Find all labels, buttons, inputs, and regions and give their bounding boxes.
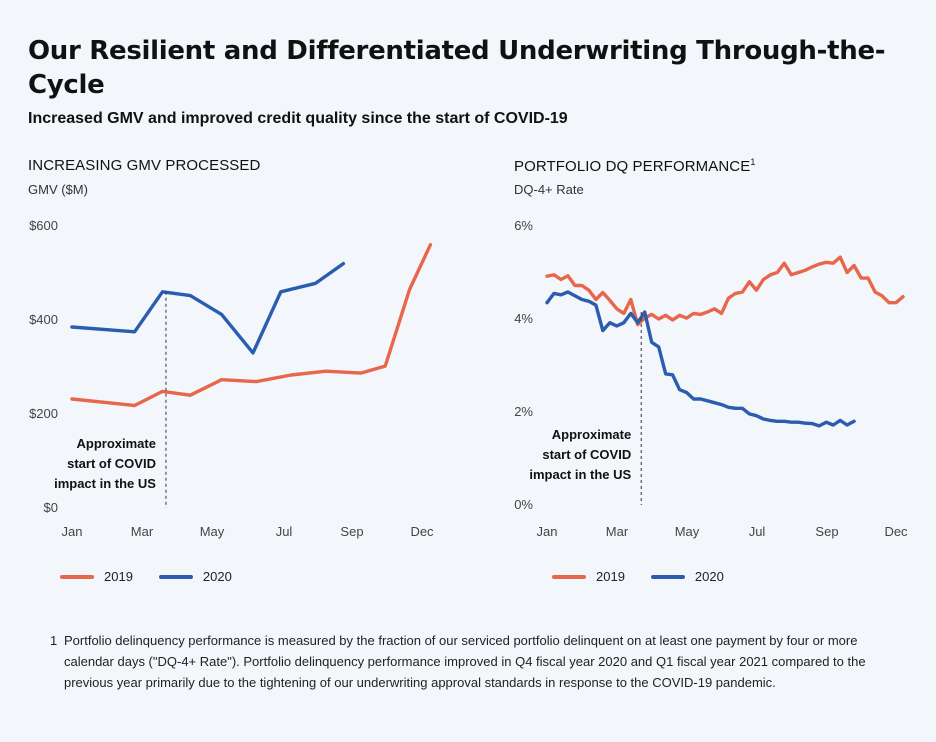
series-line-2019	[545, 255, 905, 327]
footnote-number: 1	[50, 633, 58, 648]
x-tick-label: Jan	[537, 524, 558, 539]
legend-item-2020: 2020	[650, 569, 724, 584]
covid-annotation-text: start of COVID	[542, 447, 631, 462]
dq-line-chart: 0% 2% 4% 6% Jan Mar May Jul Sep Dec Approximate sta…	[514, 218, 908, 539]
series-line-2020	[545, 290, 856, 428]
y-tick-label: 6%	[514, 218, 533, 233]
legend-label-2020: 2020	[202, 569, 232, 584]
legend-swatch-2019	[60, 574, 94, 579]
gmv-chart-unit: GMV ($M)	[28, 182, 88, 197]
x-tick-label: May	[675, 524, 700, 539]
covid-annotation-text: Approximate	[552, 427, 631, 442]
y-tick-label: $200	[29, 406, 58, 421]
y-tick-label: $600	[29, 218, 58, 233]
x-tick-label: Mar	[606, 524, 629, 539]
legend-swatch-2020	[158, 574, 193, 579]
x-tick-label: Jul	[749, 524, 766, 539]
legend-swatch-2019	[552, 574, 586, 579]
legend-label-2019: 2019	[104, 569, 133, 584]
legend-item-2019: 2019	[552, 569, 625, 584]
legend-item-2019: 2019	[60, 569, 133, 584]
x-tick-label: Dec	[410, 524, 434, 539]
y-tick-label: $0	[44, 500, 58, 515]
covid-annotation-text: impact in the US	[529, 467, 631, 482]
gmv-line-chart: $0 $200 $400 $600 Jan Mar May Jul Sep Dec Approxim…	[29, 218, 434, 539]
footnote-text: Portfolio delinquency performance is mea…	[64, 633, 866, 690]
x-tick-label: Sep	[340, 524, 363, 539]
covid-annotation-text: impact in the US	[54, 476, 156, 491]
covid-annotation-text: Approximate	[76, 436, 155, 451]
y-tick-label: 2%	[514, 404, 533, 419]
legend-swatch-2020	[650, 574, 685, 579]
legend-item-2020: 2020	[158, 569, 232, 584]
x-tick-label: Sep	[815, 524, 838, 539]
dq-legend: 2019 2020	[552, 569, 724, 584]
dq-chart-title: PORTFOLIO DQ PERFORMANCE1	[514, 157, 756, 175]
dq-chart-unit: DQ-4+ Rate	[514, 182, 584, 197]
gmv-chart-title: INCREASING GMV PROCESSED	[28, 157, 261, 174]
y-tick-label: 0%	[514, 497, 533, 512]
series-line-2019	[70, 243, 433, 408]
x-tick-label: Mar	[131, 524, 154, 539]
x-tick-label: Jan	[62, 524, 83, 539]
series-line-2020	[70, 261, 346, 355]
x-tick-label: Dec	[884, 524, 908, 539]
y-tick-label: 4%	[514, 311, 533, 326]
legend-label-2019: 2019	[596, 569, 625, 584]
gmv-legend: 2019 2020	[60, 569, 232, 584]
y-tick-label: $400	[29, 312, 58, 327]
x-tick-label: May	[200, 524, 225, 539]
legend-label-2020: 2020	[694, 569, 724, 584]
page-subtitle: Increased GMV and improved credit qualit…	[28, 110, 568, 127]
covid-annotation-text: start of COVID	[67, 456, 156, 471]
x-tick-label: Jul	[276, 524, 293, 539]
page-title: Our Resilient and Differentiated Underwr…	[28, 36, 886, 100]
footnote: 1 Portfolio delinquency performance is me…	[50, 630, 894, 693]
